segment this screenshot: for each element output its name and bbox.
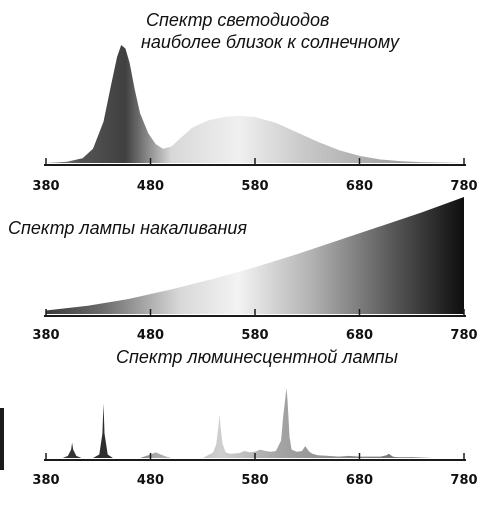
fluorescent-chart-title: Спектр люминесцентной лампы (116, 347, 398, 367)
led-chart-title-line-2: наиболее близок к солнечному (141, 32, 399, 52)
incandescent-tick-label-780: 780 (450, 328, 477, 343)
led-tick-label-380: 380 (32, 179, 59, 194)
led-chart-title: Спектр светодиодов наиболее близок к сол… (141, 9, 399, 53)
led-tick-label-480: 480 (137, 179, 164, 194)
fluorescent-tick-label-780: 780 (450, 473, 477, 488)
incandescent-spectrum-area-0 (46, 197, 464, 314)
left-edge-bar (0, 408, 4, 470)
fluorescent-tick-label-380: 380 (32, 473, 59, 488)
fluorescent-spectrum-area-0 (46, 388, 464, 458)
incandescent-tick-label-480: 480 (137, 328, 164, 343)
incandescent-tick-label-380: 380 (32, 328, 59, 343)
incandescent-chart-title: Спектр лампы накаливания (8, 218, 248, 238)
led-chart-title-line-1: Спектр светодиодов (146, 10, 330, 30)
incandescent-tick-label-680: 680 (346, 328, 373, 343)
led-tick-label-780: 780 (450, 179, 477, 194)
led-tick-label-580: 580 (241, 179, 268, 194)
led-tick-label-680: 680 (346, 179, 373, 194)
fluorescent-tick-label-480: 480 (137, 473, 164, 488)
led-spectrum-area-0 (46, 45, 464, 163)
fluorescent-tick-label-580: 580 (241, 473, 268, 488)
incandescent-tick-label-580: 580 (241, 328, 268, 343)
fluorescent-tick-label-680: 680 (346, 473, 373, 488)
